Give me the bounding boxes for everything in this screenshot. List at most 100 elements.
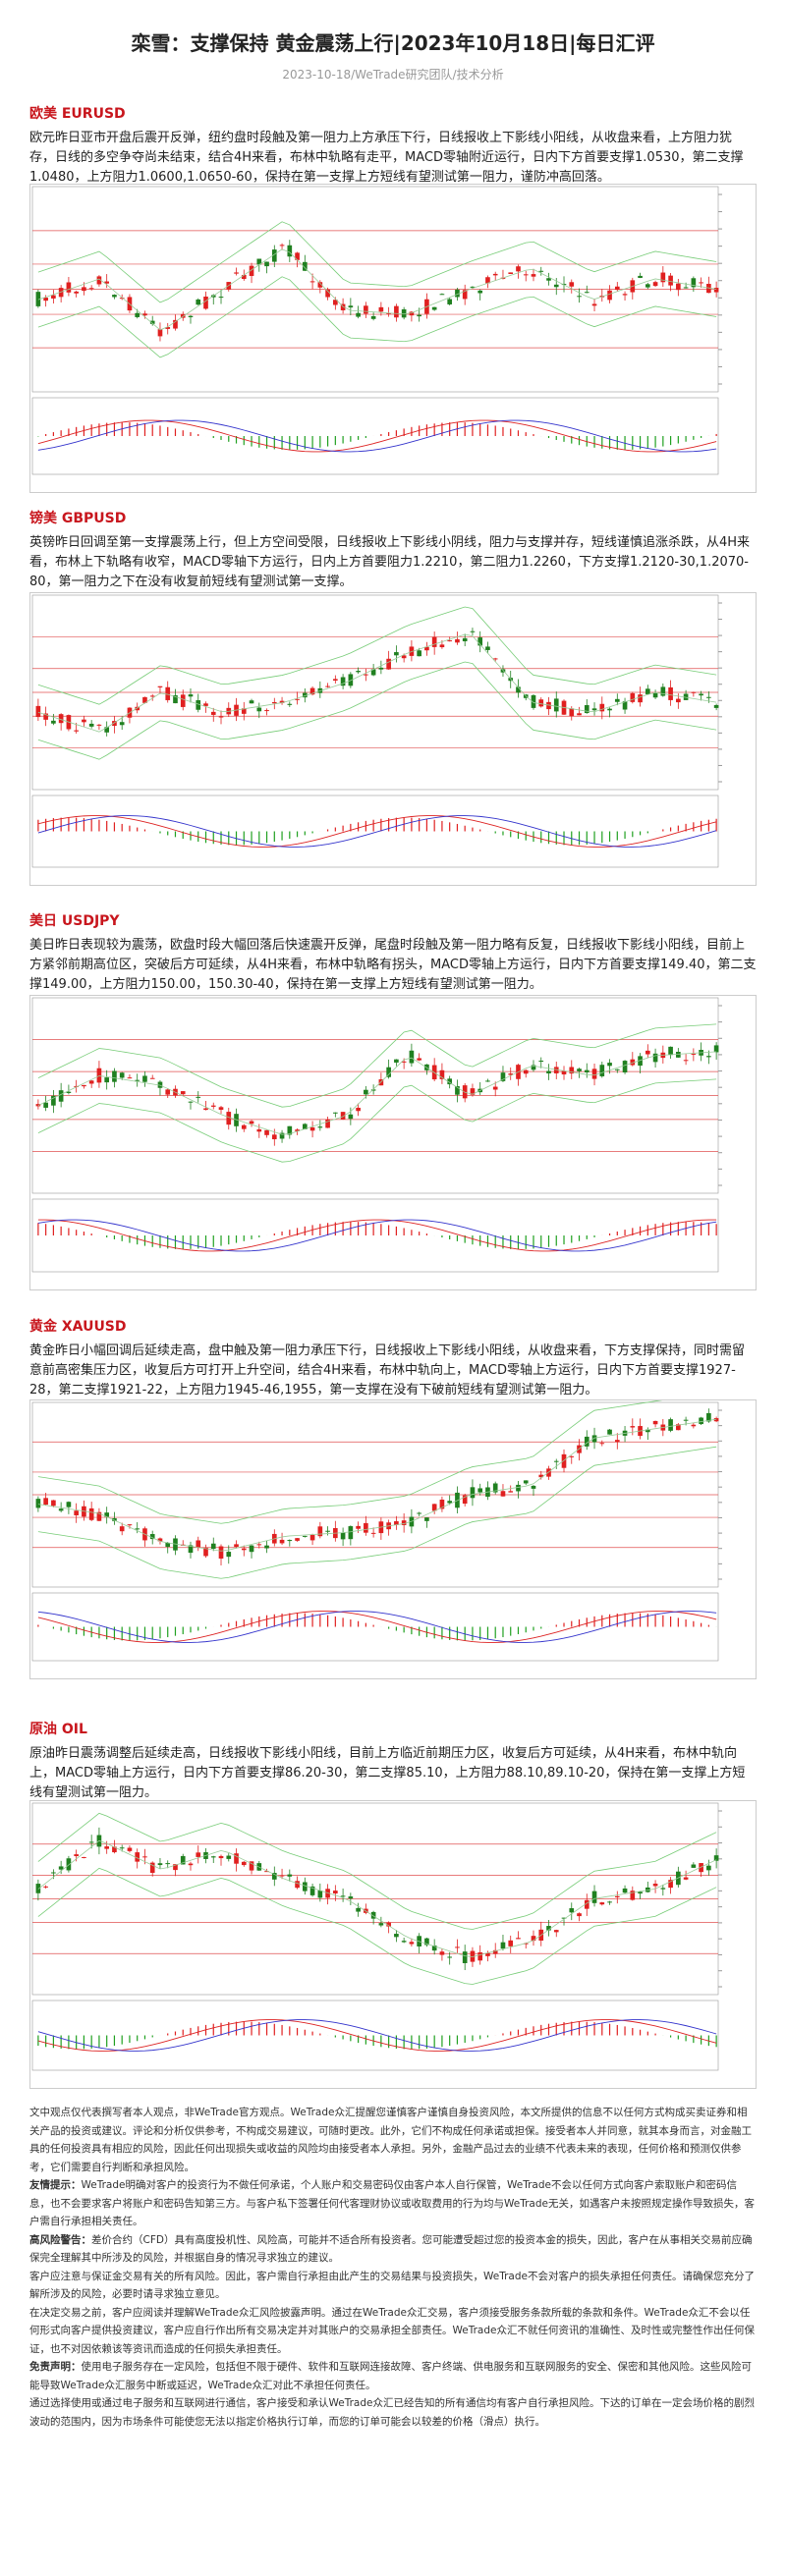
macd-bar bbox=[677, 2035, 679, 2040]
signal-line bbox=[37, 815, 717, 848]
bollinger-band bbox=[37, 1418, 717, 1552]
macd-bar bbox=[639, 1226, 642, 1235]
candle-body bbox=[264, 261, 269, 267]
candle-body bbox=[439, 644, 445, 648]
candle-body bbox=[668, 1880, 673, 1889]
macd-bar bbox=[601, 1615, 603, 1627]
candle-body bbox=[477, 290, 483, 294]
candle-body bbox=[256, 1544, 262, 1546]
candle-body bbox=[226, 1552, 232, 1558]
macd-bar bbox=[174, 1626, 177, 1636]
macd-bar bbox=[403, 2035, 405, 2050]
macd-bar bbox=[60, 430, 62, 436]
macd-bar bbox=[304, 436, 306, 450]
candle-body bbox=[401, 1520, 407, 1525]
macd-bar bbox=[419, 2035, 421, 2050]
candle-body bbox=[577, 1913, 582, 1917]
macd-bar bbox=[715, 2035, 717, 2048]
macd-bar bbox=[251, 1235, 253, 1239]
candle-body bbox=[470, 1487, 476, 1499]
macd-bar bbox=[106, 1626, 108, 1640]
disclaimer-text: 差价合约（CFD）具有高度投机性、风险高，可能并不适合所有投资者。您可能遭受超过… bbox=[29, 2233, 753, 2265]
indicator-pane bbox=[31, 2000, 719, 2071]
candle-body bbox=[485, 1080, 490, 1082]
macd-bar bbox=[639, 831, 642, 836]
macd-bar bbox=[578, 831, 581, 846]
signal-line bbox=[37, 419, 717, 453]
macd-bar bbox=[510, 1235, 512, 1249]
candle-body bbox=[82, 287, 86, 292]
candle-body bbox=[706, 1412, 711, 1422]
candle-body bbox=[340, 1532, 346, 1540]
candle-body bbox=[74, 730, 79, 732]
macd-bar bbox=[616, 2024, 618, 2036]
bollinger-band bbox=[37, 633, 717, 733]
macd-bar bbox=[45, 434, 47, 436]
macd-bar bbox=[677, 436, 679, 444]
macd-bar bbox=[654, 1224, 656, 1235]
macd-bar bbox=[68, 1626, 70, 1633]
macd-bar bbox=[685, 2035, 687, 2042]
candle-body bbox=[149, 1077, 155, 1079]
candle-body bbox=[706, 1865, 711, 1871]
macd-bar bbox=[701, 436, 702, 438]
candle-body bbox=[591, 1891, 597, 1903]
macd-bar bbox=[304, 831, 306, 836]
candle-body bbox=[462, 1495, 468, 1505]
macd-bar bbox=[632, 436, 634, 450]
candle-body bbox=[82, 1084, 86, 1087]
candle-body bbox=[614, 1069, 620, 1070]
candle-body bbox=[119, 1526, 125, 1532]
candle-body bbox=[538, 270, 544, 272]
candle-body bbox=[447, 1501, 453, 1504]
macd-bar bbox=[197, 434, 199, 436]
macd-bar bbox=[593, 436, 595, 448]
macd-bar bbox=[555, 1624, 557, 1627]
candle-body bbox=[51, 1872, 56, 1874]
candle-body bbox=[51, 720, 56, 724]
macd-bar bbox=[502, 1626, 504, 1638]
candle-body bbox=[699, 1417, 703, 1425]
candle-body bbox=[173, 1538, 178, 1551]
candle-body bbox=[51, 1095, 56, 1106]
candle-body bbox=[622, 1888, 628, 1893]
candle-body bbox=[531, 1065, 536, 1070]
candle-body bbox=[394, 305, 399, 318]
candle-body bbox=[348, 1526, 354, 1540]
macd-bar bbox=[419, 1626, 421, 1636]
candle-body bbox=[203, 296, 208, 309]
macd-bar bbox=[472, 2035, 474, 2042]
disclaimer-label: 高风险警告： bbox=[29, 2233, 91, 2246]
macd-bar bbox=[632, 831, 634, 838]
macd-bar bbox=[608, 1614, 611, 1627]
candle-body bbox=[51, 295, 56, 299]
candle-body bbox=[249, 265, 254, 276]
macd-bar bbox=[121, 1626, 123, 1641]
candle-body bbox=[516, 1484, 521, 1492]
candle-body bbox=[683, 1419, 689, 1421]
candle-body bbox=[455, 1946, 460, 1948]
candle-body bbox=[317, 282, 323, 288]
candle-body bbox=[614, 286, 620, 291]
macd-bar bbox=[707, 1223, 709, 1235]
macd-bar bbox=[669, 436, 672, 446]
candle-body bbox=[591, 303, 597, 306]
candle-body bbox=[135, 1852, 140, 1862]
macd-bar bbox=[578, 1235, 581, 1241]
macd-bar bbox=[685, 823, 687, 832]
macd-bar bbox=[464, 1235, 466, 1243]
macd-bar bbox=[608, 436, 611, 450]
candle-body bbox=[439, 1499, 445, 1509]
candle-body bbox=[508, 1491, 514, 1493]
candle-body bbox=[516, 266, 521, 272]
macd-bar bbox=[540, 1626, 542, 1629]
candle-body bbox=[409, 1942, 415, 1945]
macd-bar bbox=[167, 1235, 169, 1249]
candle-body bbox=[264, 1129, 269, 1135]
bollinger-band bbox=[37, 248, 717, 331]
candle-body bbox=[386, 312, 391, 314]
macd-bar bbox=[212, 831, 214, 845]
macd-bar bbox=[228, 436, 230, 442]
candle-body bbox=[447, 640, 453, 642]
candle-body bbox=[348, 1896, 354, 1899]
